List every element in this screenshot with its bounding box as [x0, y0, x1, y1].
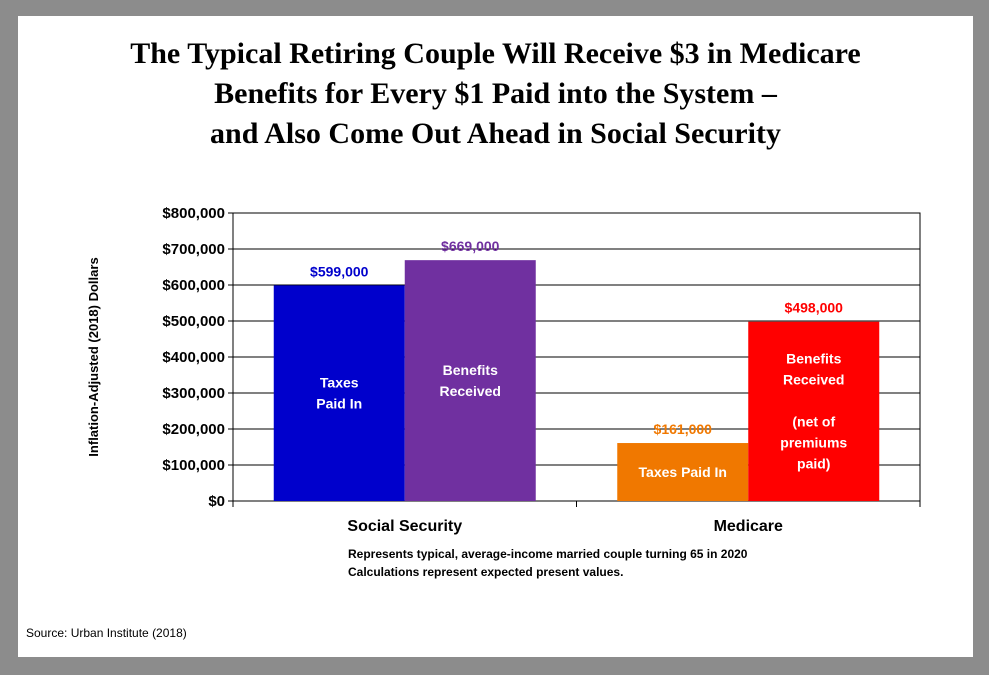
bar-inner-label: paid) [797, 456, 830, 472]
bar-inner-label: Benefits [443, 362, 498, 378]
y-tick-label: $400,000 [162, 349, 225, 366]
bar [404, 260, 536, 501]
chart-note: Represents typical, average-income marri… [348, 547, 748, 561]
data-label: $669,000 [441, 238, 500, 254]
bar-inner-label: Received [783, 372, 844, 388]
y-tick-label: $0 [208, 493, 225, 510]
title-line: Benefits for Every $1 Paid into the Syst… [214, 77, 777, 110]
data-label: $599,000 [310, 263, 369, 279]
bar [617, 443, 749, 501]
bar-inner-label: Taxes Paid In [639, 464, 727, 480]
y-tick-label: $100,000 [162, 457, 225, 474]
bar-inner-label: Benefits [786, 351, 841, 367]
chart-title: The Typical Retiring Couple Will Receive… [18, 34, 973, 154]
bar [273, 285, 405, 501]
bar-inner-label: (net of [792, 414, 835, 430]
y-tick-label: $700,000 [162, 241, 225, 258]
y-tick-label: $800,000 [162, 205, 225, 222]
bar-inner-label: Paid In [316, 396, 362, 412]
y-tick-label: $200,000 [162, 421, 225, 438]
bar-inner-label: premiums [780, 435, 847, 451]
y-tick-label: $600,000 [162, 277, 225, 294]
source-note: Source: Urban Institute (2018) [26, 626, 187, 640]
chart-note: Calculations represent expected present … [348, 565, 624, 579]
y-axis-label: Inflation-Adjusted (2018) Dollars [86, 257, 101, 456]
bar [748, 321, 880, 501]
data-label: $498,000 [785, 300, 844, 316]
y-tick-label: $300,000 [162, 385, 225, 402]
slide: The Typical Retiring Couple Will Receive… [18, 16, 973, 657]
x-tick-label: Social Security [347, 518, 462, 535]
bar-chart: $0 $100,000 $200,000 $300,000 $400,000 $500,0… [86, 205, 921, 535]
title-line: The Typical Retiring Couple Will Receive… [130, 37, 861, 70]
bar-inner-label: Received [440, 383, 501, 399]
data-label: $161,000 [654, 421, 713, 437]
y-tick-label: $500,000 [162, 313, 225, 330]
bar-inner-label: Taxes [320, 375, 359, 391]
title-line: and Also Come Out Ahead in Social Securi… [210, 117, 781, 150]
x-tick-label: Medicare [714, 518, 783, 535]
